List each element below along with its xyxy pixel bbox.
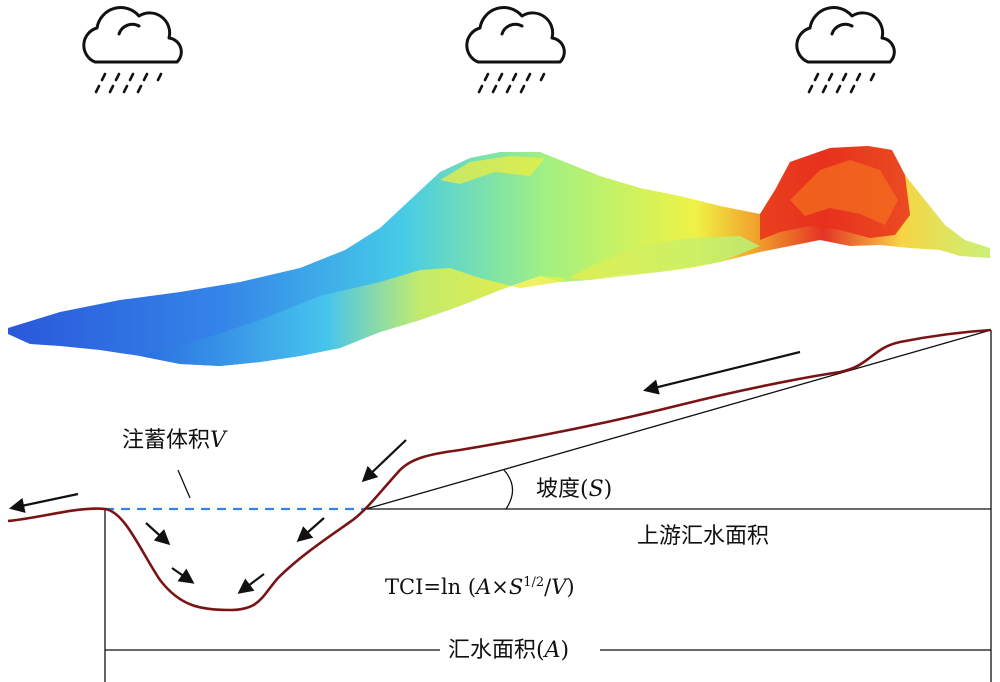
terrain-profile-line xyxy=(7,328,992,612)
rain-cloud-icon xyxy=(465,6,566,94)
rain-cloud-icon xyxy=(82,6,183,94)
catchment-area-label: 汇水面积(A) xyxy=(448,638,569,663)
terrain-surface xyxy=(8,146,990,366)
upstream-area-label: 上游汇水面积 xyxy=(637,524,769,549)
slope-label: 坡度(S) xyxy=(536,477,612,502)
rain-cloud-icon xyxy=(795,6,896,94)
storage-volume-label: 注蓄体积V xyxy=(122,428,228,453)
tci-formula: TCI=ln (A×S1/2/V) xyxy=(385,575,575,599)
frame-lines xyxy=(104,329,992,682)
flow-arrows xyxy=(8,350,801,594)
